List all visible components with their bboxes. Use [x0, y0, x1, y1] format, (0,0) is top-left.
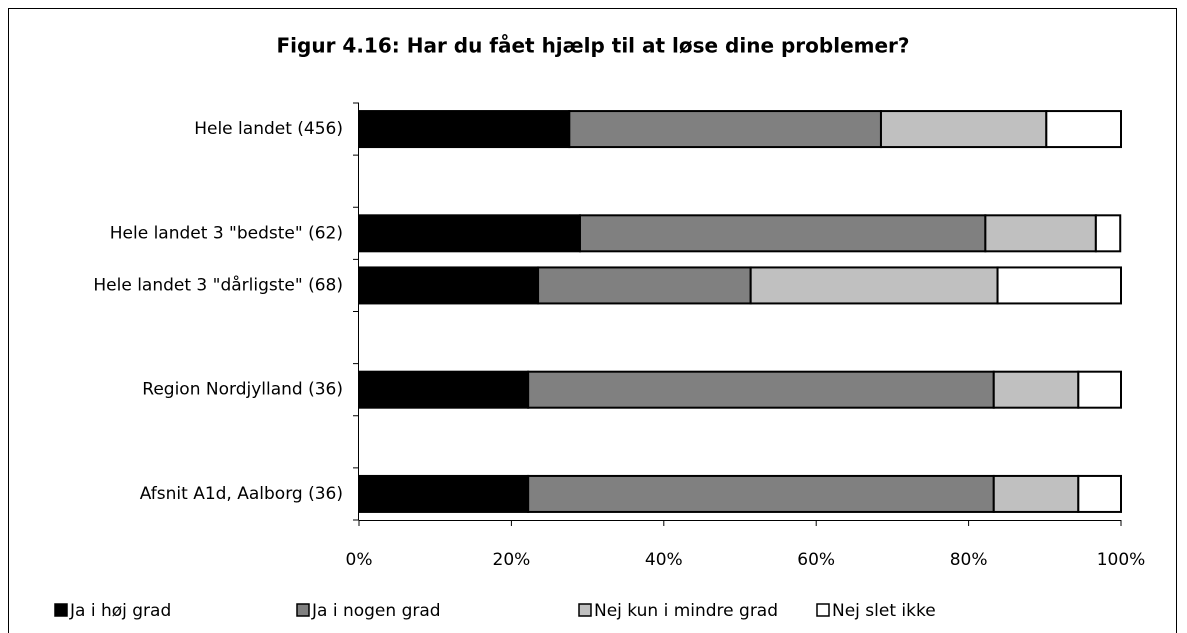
x-tick-label: 60%: [797, 550, 835, 570]
y-tick-label: Region Nordjylland (36): [142, 380, 343, 400]
x-tick-label: 80%: [950, 550, 988, 570]
legend-label: Nej kun i mindre grad: [594, 601, 778, 621]
bar-segment: [992, 474, 1080, 513]
x-tick-label: 100%: [1097, 550, 1146, 570]
bar-segment: [358, 214, 581, 253]
legend-label: Ja i høj grad: [69, 601, 171, 621]
x-tick-label: 40%: [645, 550, 683, 570]
legend-swatch: [816, 603, 830, 617]
chart-title: Figur 4.16: Har du fået hjælp til at løs…: [277, 34, 910, 58]
legend-swatch: [578, 603, 592, 617]
bar-segment: [749, 266, 999, 305]
bar-segment: [1045, 110, 1122, 149]
bar-segment: [358, 266, 540, 305]
bar-segment: [992, 370, 1080, 409]
y-tick-label: Hele landet (456): [194, 119, 343, 139]
bar-segment: [358, 110, 571, 149]
bar-segment: [537, 266, 752, 305]
legend-swatch: [54, 603, 68, 617]
bar-segment: [1094, 214, 1122, 253]
legend-swatch: [296, 603, 310, 617]
bar-segment: [996, 266, 1123, 305]
bar-segment: [358, 370, 530, 409]
bar-segment: [879, 110, 1048, 149]
chart-frame: [8, 8, 1177, 633]
bar-segment: [984, 214, 1097, 253]
bar-segment: [568, 110, 882, 149]
legend-label: Nej slet ikke: [832, 601, 936, 621]
bar-segment: [527, 370, 995, 409]
bar-segment: [527, 474, 995, 513]
bar-segment: [358, 474, 530, 513]
y-tick-label: Afsnit A1d, Aalborg (36): [140, 484, 343, 504]
bar-segment: [578, 214, 987, 253]
bar-segment: [1077, 474, 1123, 513]
y-tick-label: Hele landet 3 "dårligste" (68): [93, 274, 343, 295]
x-tick-label: 0%: [346, 550, 373, 570]
legend-label: Ja i nogen grad: [311, 601, 441, 621]
x-tick-label: 20%: [493, 550, 531, 570]
y-tick-label: Hele landet 3 "bedste" (62): [110, 223, 343, 243]
bar-segment: [1077, 370, 1123, 409]
